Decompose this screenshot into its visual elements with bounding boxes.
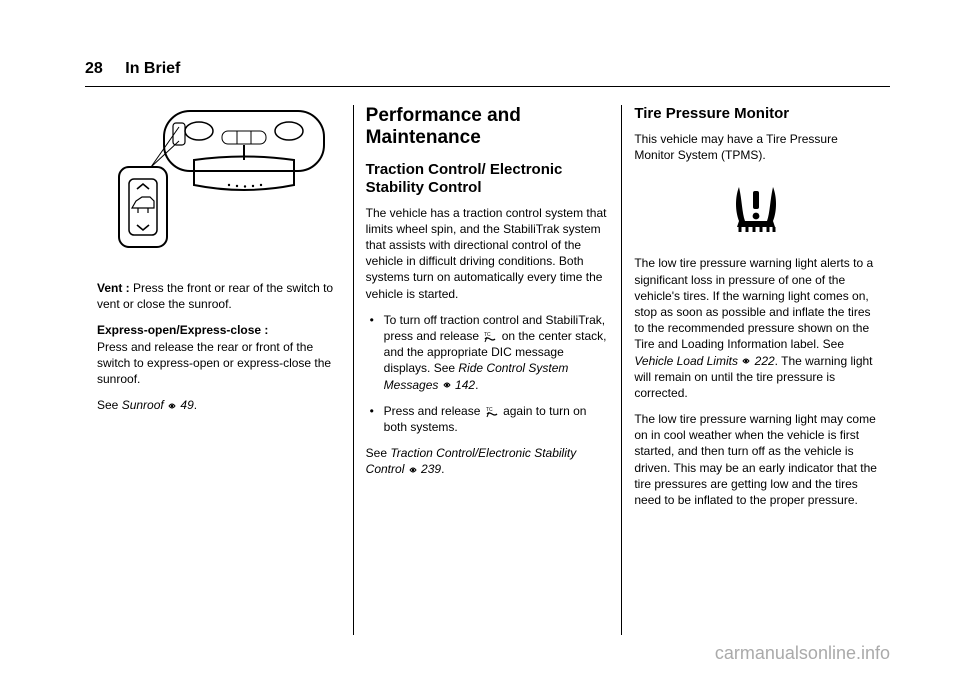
watermark: carmanualsonline.info: [715, 643, 890, 664]
tpms-warning-icon: [726, 181, 786, 235]
li1-suffix: .: [475, 378, 478, 392]
page-ref-icon: [408, 465, 418, 475]
page-number: 28: [85, 60, 103, 77]
traction-crossref: See Traction Control/Electronic Stabilit…: [366, 445, 610, 477]
traction-ref: Traction Control/Electronic Stability Co…: [366, 446, 577, 476]
perf-maint-heading: Performance and Maintenance: [366, 105, 610, 149]
overhead-console-svg: [109, 105, 329, 260]
tpms-intro: This vehicle may have a Tire Pressure Mo…: [634, 131, 878, 163]
express-text: Press and release the rear or front of t…: [97, 340, 331, 386]
traction-item-1: To turn off traction control and Stabili…: [366, 312, 610, 393]
page-ref-icon: [741, 356, 751, 366]
column-2: Performance and Maintenance Traction Con…: [353, 105, 622, 635]
sunroof-illustration: [109, 105, 329, 260]
express-label: Express-open/Express-close :: [97, 323, 268, 337]
svg-text:TC: TC: [486, 407, 493, 413]
see-prefix: See: [366, 446, 391, 460]
li2-text-a: Press and release: [384, 404, 484, 418]
see-suffix: .: [194, 398, 197, 412]
traction-list: To turn off traction control and Stabili…: [366, 312, 610, 435]
page-ref-icon: [442, 380, 452, 390]
traction-item-2: Press and release TC again to turn on bo…: [366, 403, 610, 435]
sunroof-ref: Sunroof: [122, 398, 164, 412]
stabilitrak-icon: TC: [485, 406, 499, 418]
stabilitrak-icon: TC: [483, 331, 497, 343]
vent-label: Vent :: [97, 281, 130, 295]
p2-ref: Vehicle Load Limits: [634, 354, 738, 368]
traction-page: 239: [418, 462, 441, 476]
tpms-heading: Tire Pressure Monitor: [634, 105, 878, 123]
tpms-para-2: The low tire pressure warning light aler…: [634, 255, 878, 401]
express-definition: Express-open/Express-close : Press and r…: [97, 322, 341, 387]
traction-intro: The vehicle has a traction control syste…: [366, 205, 610, 302]
column-3: Tire Pressure Monitor This vehicle may h…: [621, 105, 890, 635]
section-title: In Brief: [125, 60, 180, 77]
p2-page: 222: [751, 354, 774, 368]
p2-a: The low tire pressure warning light aler…: [634, 256, 873, 351]
sunroof-page: 49: [177, 398, 194, 412]
see-prefix: See: [97, 398, 122, 412]
page-header: 28 In Brief: [85, 60, 890, 87]
page-ref-icon: [167, 401, 177, 411]
li1-page: 142: [452, 378, 475, 392]
vent-text: Press the front or rear of the switch to…: [97, 281, 333, 311]
see-suffix: .: [441, 462, 444, 476]
column-1: Vent : Press the front or rear of the sw…: [85, 105, 353, 635]
content-columns: Vent : Press the front or rear of the sw…: [85, 105, 890, 635]
traction-heading: Traction Control/ Electronic Stability C…: [366, 161, 610, 197]
vent-definition: Vent : Press the front or rear of the sw…: [97, 280, 341, 312]
manual-page: 28 In Brief: [0, 0, 960, 678]
tpms-para-3: The low tire pressure warning light may …: [634, 411, 878, 508]
svg-text:TC: TC: [484, 332, 491, 338]
sunroof-crossref: See Sunroof 49.: [97, 397, 341, 413]
